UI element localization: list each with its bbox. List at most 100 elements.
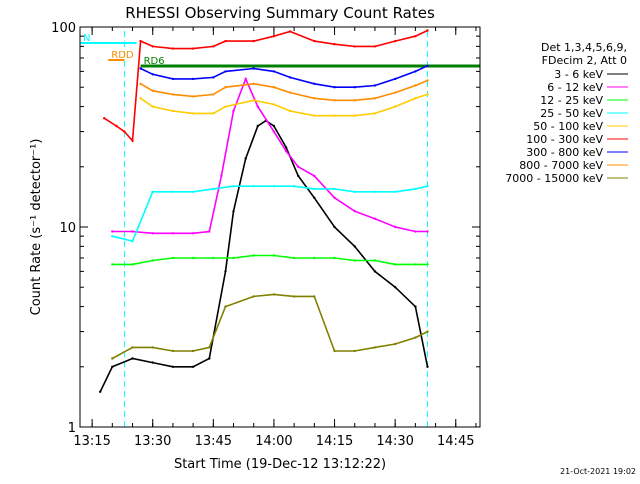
data-point xyxy=(256,124,259,128)
data-point xyxy=(353,86,356,89)
series-800-7000-kev xyxy=(139,79,429,102)
data-point xyxy=(394,225,397,229)
data-point xyxy=(313,39,316,43)
flag-label-n: N xyxy=(83,33,90,44)
night-intervals xyxy=(123,31,428,427)
data-point xyxy=(353,114,356,117)
data-point xyxy=(373,45,377,48)
series-line-3-6-kev xyxy=(99,119,429,393)
data-point xyxy=(191,77,195,81)
legend-label-3-6-kev: 3 - 6 keV xyxy=(554,68,603,81)
data-point xyxy=(208,230,211,233)
series-line-7000-15000-kev xyxy=(111,293,428,360)
data-point xyxy=(333,99,336,102)
data-point xyxy=(191,365,195,368)
data-point xyxy=(252,254,255,257)
data-point xyxy=(313,174,316,178)
data-point xyxy=(131,139,134,142)
data-point xyxy=(151,89,154,93)
data-point xyxy=(272,124,276,128)
data-point xyxy=(292,185,296,188)
data-point xyxy=(212,76,215,79)
data-point xyxy=(232,109,235,113)
data-point xyxy=(191,112,195,115)
series-line-12-25-kev xyxy=(112,254,428,266)
data-point xyxy=(426,93,429,96)
data-point xyxy=(313,82,316,86)
legend-label-50-100-kev: 50 - 100 keV xyxy=(533,120,603,133)
data-point xyxy=(353,259,356,262)
data-point xyxy=(224,105,227,108)
data-point xyxy=(139,67,142,70)
data-point xyxy=(139,39,142,43)
data-point xyxy=(191,256,195,260)
data-point xyxy=(394,286,397,289)
data-point xyxy=(426,79,429,82)
data-point xyxy=(373,112,377,115)
data-point xyxy=(373,270,377,273)
data-point xyxy=(224,39,227,43)
data-point xyxy=(333,187,336,191)
data-point xyxy=(244,157,247,160)
data-point xyxy=(284,149,288,153)
data-point xyxy=(191,349,195,353)
data-point xyxy=(288,91,292,94)
data-point xyxy=(414,70,417,73)
data-point xyxy=(426,330,429,333)
data-point xyxy=(313,295,316,298)
data-point xyxy=(394,342,397,346)
y-tick-label: 10 xyxy=(59,221,76,236)
data-point xyxy=(151,190,154,193)
data-point xyxy=(151,73,154,76)
data-point xyxy=(426,230,429,233)
x-axis-ticks: 13:15 13:30 13:45 14:00 14:15 14:30 14:45 xyxy=(73,27,477,449)
data-point xyxy=(292,295,296,298)
timestamp: 21-Oct-2021 19:02 xyxy=(560,467,636,476)
data-point xyxy=(171,190,175,193)
data-point xyxy=(224,270,227,273)
series-50-100-kev xyxy=(139,93,429,117)
x-tick-label: 13:30 xyxy=(134,434,171,449)
data-point xyxy=(212,187,215,191)
data-point xyxy=(131,263,134,266)
data-point xyxy=(373,217,377,220)
data-point xyxy=(131,357,134,360)
data-point xyxy=(284,146,288,149)
data-point xyxy=(333,256,336,260)
data-point xyxy=(288,109,292,113)
legend-header-line-2: FDecim 2, Att 0 xyxy=(542,54,627,67)
series-group xyxy=(99,29,429,393)
data-point xyxy=(131,346,134,349)
y-axis-label: Count Rate (s⁻¹ detector⁻¹) xyxy=(29,139,44,316)
data-point xyxy=(224,70,227,73)
data-point xyxy=(353,210,356,213)
data-point xyxy=(171,47,175,50)
data-point xyxy=(414,97,417,100)
data-point xyxy=(208,346,211,349)
x-tick-label: 14:15 xyxy=(316,434,353,449)
data-point xyxy=(212,112,215,115)
data-point xyxy=(313,196,316,199)
data-point xyxy=(333,196,336,199)
data-point xyxy=(131,230,134,233)
data-point xyxy=(297,165,300,168)
x-tick-label: 14:45 xyxy=(437,434,474,449)
data-point xyxy=(123,130,126,133)
data-point xyxy=(272,103,276,106)
data-point xyxy=(115,124,118,128)
data-point xyxy=(151,346,154,349)
data-point xyxy=(224,305,227,308)
data-point xyxy=(288,76,292,79)
data-point xyxy=(313,187,316,191)
data-point xyxy=(232,256,235,260)
data-point xyxy=(394,77,397,81)
data-point xyxy=(252,67,255,70)
data-point xyxy=(353,245,356,248)
data-point xyxy=(139,82,142,86)
data-point xyxy=(252,82,255,86)
data-point xyxy=(272,70,276,73)
data-point xyxy=(414,305,417,308)
data-point xyxy=(373,97,377,100)
plot-frame xyxy=(79,26,481,428)
